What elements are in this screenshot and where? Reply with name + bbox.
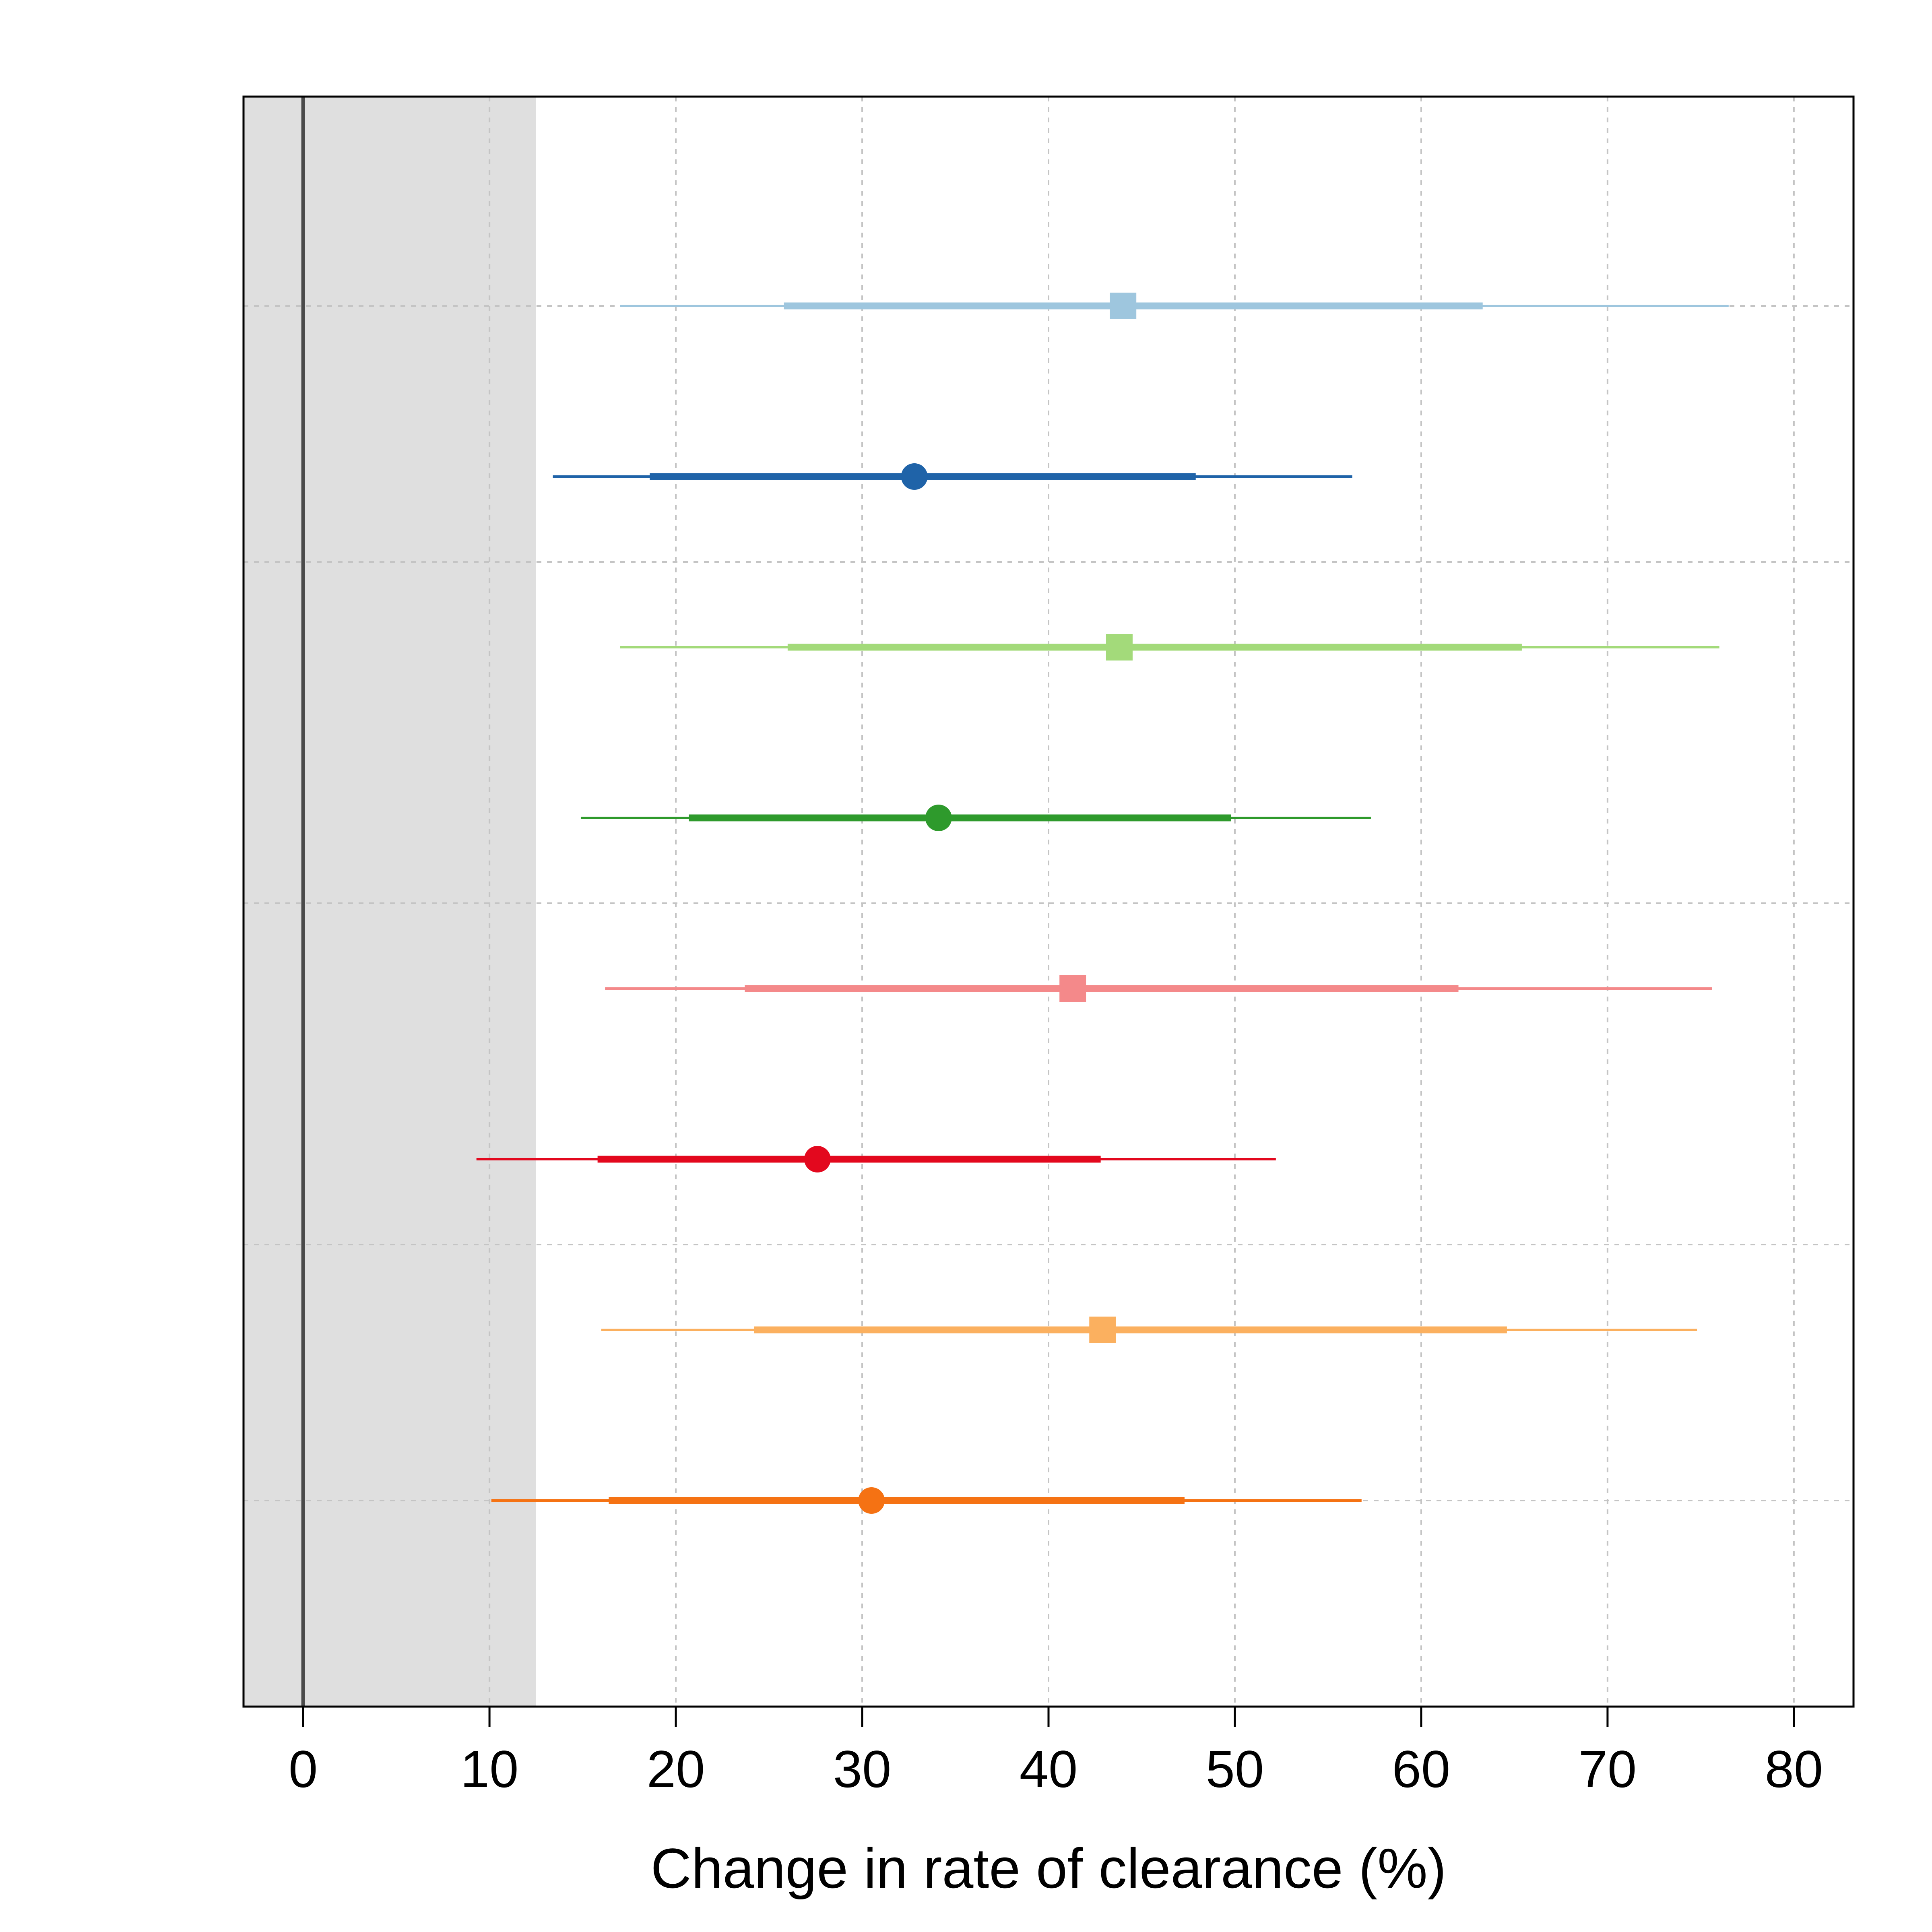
grid-lines	[244, 97, 1854, 1707]
point-estimate-circle	[858, 1487, 885, 1514]
point-estimate-square	[1089, 1317, 1116, 1343]
intervals	[476, 293, 1729, 1514]
estimate-row	[605, 975, 1712, 1002]
estimate-row	[601, 1317, 1697, 1343]
x-tick-label: 40	[1020, 1740, 1078, 1798]
x-tick-label: 60	[1392, 1740, 1451, 1798]
point-estimate-square	[1110, 293, 1137, 319]
estimate-row	[491, 1487, 1362, 1514]
x-axis: 0 10 20 30 40 50 60 70 80	[289, 1707, 1823, 1798]
x-tick-label: 50	[1206, 1740, 1264, 1798]
point-estimate-circle	[804, 1146, 831, 1172]
estimate-row	[620, 293, 1729, 319]
estimate-row	[553, 463, 1352, 490]
point-estimate-square	[1059, 975, 1086, 1002]
x-tick-label: 80	[1765, 1740, 1823, 1798]
x-axis-title: Change in rate of clearance (%)	[651, 1837, 1447, 1900]
point-estimate-square	[1106, 634, 1133, 661]
point-estimate-circle	[925, 805, 952, 831]
estimate-row	[620, 634, 1719, 661]
estimate-row	[476, 1146, 1276, 1172]
x-tick-label: 10	[460, 1740, 519, 1798]
x-tick-label: 30	[833, 1740, 892, 1798]
x-tick-label: 20	[647, 1740, 705, 1798]
x-tick-label: 70	[1579, 1740, 1637, 1798]
shaded-region	[244, 97, 536, 1707]
point-estimate-circle	[901, 463, 928, 490]
x-tick-label: 0	[289, 1740, 318, 1798]
estimate-row	[580, 805, 1371, 831]
